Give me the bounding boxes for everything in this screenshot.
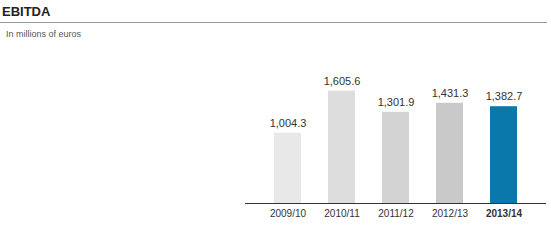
- svg-text:1,382.7: 1,382.7: [486, 90, 523, 102]
- svg-text:1,605.6: 1,605.6: [324, 75, 361, 87]
- html-text:EBITDA: EBITDA: [2, 4, 51, 19]
- svg-text:2010/11: 2010/11: [324, 208, 360, 219]
- svg-text:2012/13: 2012/13: [432, 208, 469, 219]
- html-text:In millions of euros: In millions of euros: [6, 29, 81, 39]
- svg-text:1,004.3: 1,004.3: [270, 117, 307, 129]
- svg-text:2013/14: 2013/14: [486, 208, 523, 219]
- svg-text:2009/10: 2009/10: [270, 208, 307, 219]
- svg-text:1,431.3: 1,431.3: [432, 87, 469, 99]
- svg-text:1,301.9: 1,301.9: [378, 96, 415, 108]
- svg-text:2011/12: 2011/12: [378, 208, 414, 219]
